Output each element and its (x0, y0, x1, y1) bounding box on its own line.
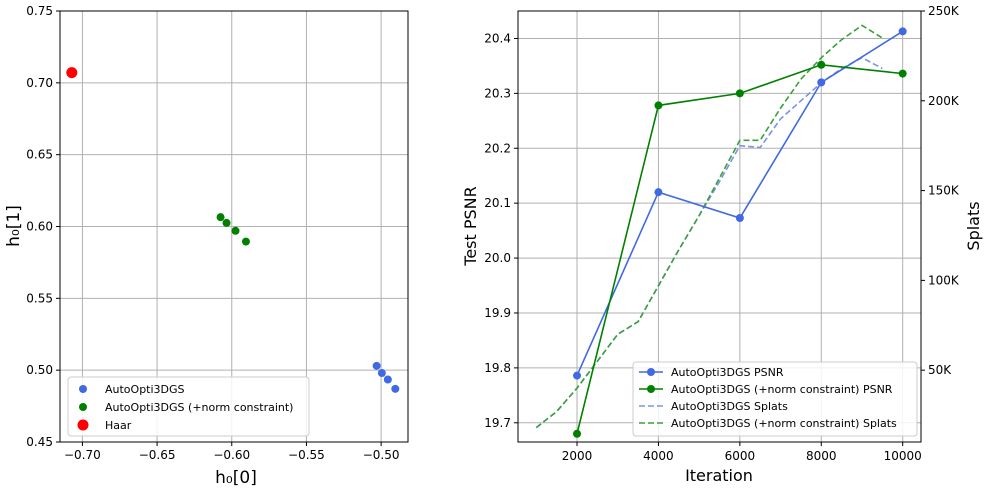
psnr-point (654, 188, 663, 197)
line-x-tick-label: 2000 (562, 449, 593, 463)
line-legend-marker (647, 368, 655, 376)
scatter-legend: AutoOpti3DGS AutoOpti3DGS (+norm constrai… (67, 376, 310, 437)
line-x-tick-label: 4000 (643, 449, 674, 463)
psnr-point (735, 213, 744, 222)
scatter-legend-label: AutoOpti3DGS (+norm constraint) (105, 401, 293, 414)
scatter-legend-marker (79, 403, 87, 411)
line-x-tick-label: 8000 (806, 449, 837, 463)
line-y-tick-label: 20.0 (484, 251, 511, 265)
scatter-point (377, 369, 386, 378)
line-y2-tick-label: 200K (928, 94, 960, 108)
scatter-ticks: −0.70 −0.65 −0.60 −0.55 −0.50 0.45 0.50 0.55 0.6… (26, 4, 399, 462)
line-legend-marker (647, 385, 655, 393)
line-y-tick-label: 20.1 (484, 196, 511, 210)
line-y2-tick-label: 100K (928, 273, 960, 287)
line-legend-label: AutoOpti3DGS PSNR (671, 366, 784, 379)
scatter-legend-label: AutoOpti3DGS (105, 383, 185, 396)
line-x-tick-label: 10000 (884, 449, 922, 463)
line-y-tick-label: 19.9 (484, 306, 511, 320)
scatter-legend-marker (77, 419, 89, 431)
scatter-point (391, 384, 400, 393)
line-legend-label: AutoOpti3DGS Splats (671, 400, 788, 413)
line-legend-box (632, 361, 918, 437)
scatter-point (222, 218, 231, 227)
scatter-y-tick-label: 0.55 (26, 291, 53, 305)
scatter-x-tick-label: −0.70 (64, 448, 101, 462)
line-series (535, 24, 907, 438)
scatter-point (241, 237, 250, 246)
scatter-x-tick-label: −0.50 (363, 448, 400, 462)
psnr-point (817, 60, 826, 69)
line-y-tick-label: 19.8 (484, 361, 511, 375)
line-y2-tick-label: 250K (928, 4, 960, 18)
scatter-point (66, 67, 78, 79)
line-y2label: Splats (964, 201, 983, 250)
scatter-ylabel: h₀[1] (4, 205, 24, 247)
psnr-point (817, 78, 826, 87)
scatter-legend-box (67, 376, 310, 437)
scatter-legend-label: Haar (105, 419, 132, 432)
psnr-point (654, 101, 663, 110)
line-legend: AutoOpti3DGS PSNR AutoOpti3DGS (+norm con… (632, 361, 918, 437)
scatter-x-tick-label: −0.55 (288, 448, 325, 462)
line-ylabel: Test PSNR (461, 186, 480, 266)
line-x-tick-label: 6000 (725, 449, 756, 463)
line-panel: 2000 4000 6000 8000 10000 19.7 19.8 19.9 20.0 20.… (461, 4, 983, 485)
psnr-point (573, 429, 582, 438)
scatter-point (231, 226, 240, 235)
line-legend-label: AutoOpti3DGS (+norm constraint) Splats (671, 417, 897, 430)
psnr-point (898, 69, 907, 78)
scatter-point (216, 213, 225, 222)
scatter-panel: −0.70 −0.65 −0.60 −0.55 −0.50 0.45 0.50 0.55 0.6… (4, 4, 409, 488)
scatter-points (66, 67, 400, 393)
line-ticks: 2000 4000 6000 8000 10000 19.7 19.8 19.9 20.0 20.… (484, 4, 960, 463)
scatter-xlabel: h₀[0] (215, 468, 257, 488)
scatter-y-tick-label: 0.75 (26, 4, 53, 18)
line-legend-label: AutoOpti3DGS (+norm constraint) PSNR (671, 383, 893, 396)
scatter-grid (60, 10, 408, 443)
scatter-x-tick-label: −0.60 (213, 448, 250, 462)
line-y-tick-label: 20.4 (484, 31, 511, 45)
scatter-legend-marker (79, 385, 87, 393)
scatter-point (372, 361, 381, 370)
line-frame (517, 10, 922, 443)
scatter-point (383, 375, 392, 384)
psnr-point (573, 371, 582, 380)
line-xlabel: Iteration (685, 466, 753, 485)
psnr-point (735, 89, 744, 98)
line-y2-tick-label: 150K (928, 184, 960, 198)
scatter-y-tick-label: 0.70 (26, 76, 53, 90)
psnr-point (898, 27, 907, 36)
scatter-y-tick-label: 0.50 (26, 363, 53, 377)
scatter-y-tick-label: 0.45 (26, 435, 53, 449)
scatter-y-tick-label: 0.60 (26, 220, 53, 234)
scatter-y-tick-label: 0.65 (26, 148, 53, 162)
line-y-tick-label: 19.7 (484, 416, 511, 430)
line-y-tick-label: 20.3 (484, 86, 511, 100)
scatter-x-tick-label: −0.65 (139, 448, 176, 462)
line-y2-tick-label: 50K (928, 363, 952, 377)
line-y-tick-label: 20.2 (484, 141, 511, 155)
